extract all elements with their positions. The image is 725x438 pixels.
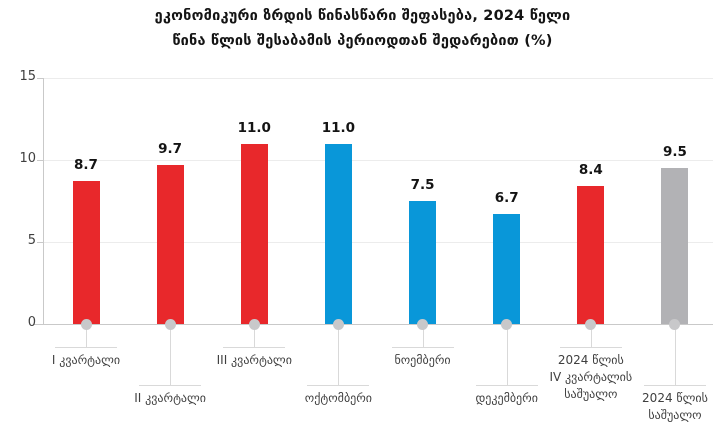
axis-dot: [332, 318, 344, 330]
x-axis-label: I კვარტალი: [11, 352, 161, 369]
x-axis-label-line: 2024 წლის: [642, 391, 708, 405]
axis-dot: [669, 318, 681, 330]
bar: [156, 164, 184, 324]
x-axis-label: ნოემბერი: [348, 352, 498, 369]
leader-line-horizontal: [223, 347, 286, 348]
x-axis-label: 2024 წლის საშუალო: [600, 390, 725, 424]
axis-dot: [501, 318, 513, 330]
leader-line-horizontal: [55, 347, 117, 348]
leader-line-horizontal: [643, 385, 706, 386]
leader-line-vertical: [338, 324, 340, 385]
x-axis-label-line: ნოემბერი: [394, 353, 451, 367]
leader-line-horizontal: [139, 385, 202, 386]
bar-value-label: 9.5: [663, 144, 687, 161]
bar: [577, 186, 605, 324]
bar: [324, 143, 352, 324]
bar-value-label: 8.7: [74, 157, 98, 174]
axis-dot: [248, 318, 260, 330]
x-axis-label-line: საშუალო: [564, 387, 618, 401]
x-axis-label-line: საშუალო: [648, 408, 702, 422]
x-axis-baseline: [34, 324, 713, 325]
y-axis-tick: [37, 78, 44, 79]
x-axis-label-line: 2024 წლის: [557, 353, 624, 367]
grid-line: [43, 160, 713, 161]
y-tick-label: 15: [19, 69, 36, 84]
x-axis-label: დეკემბერი: [432, 390, 582, 407]
x-axis-label-line: ოქტომბერი: [304, 391, 373, 405]
bar-value-label: 8.4: [578, 162, 603, 179]
leader-line-horizontal: [559, 347, 622, 348]
x-axis-label-line: II კვარტალი: [134, 391, 206, 405]
bar: [240, 143, 268, 324]
x-axis-label-line: I კვარტალი: [51, 353, 121, 367]
leader-line-vertical: [86, 324, 87, 347]
leader-line-vertical: [674, 324, 676, 385]
x-axis-label: III კვარტალი: [179, 352, 329, 369]
axis-dot: [164, 318, 176, 330]
leader-line-vertical: [254, 324, 256, 347]
leader-line-horizontal: [307, 385, 370, 386]
y-tick-label: 5: [27, 233, 36, 248]
y-tick-label: 0: [27, 315, 36, 330]
y-axis-tick: [37, 242, 44, 243]
y-axis-line: [43, 78, 44, 324]
leader-line-vertical: [590, 324, 592, 347]
bar-value-label: 7.5: [410, 177, 435, 193]
x-axis-label-line: IV კვარტალის: [549, 370, 633, 384]
axis-dot: [80, 318, 92, 330]
x-axis-label-line: დეკემბერი: [475, 391, 538, 405]
grid-line: [43, 78, 713, 79]
y-axis-tick: [37, 160, 44, 161]
bar: [409, 201, 437, 324]
bar: [493, 214, 521, 324]
leader-line-vertical: [422, 324, 424, 347]
bar-value-label: 11.0: [237, 119, 271, 136]
bar-value-label: 9.7: [158, 140, 183, 157]
chart-title: ეკონომიკური ზრდის წინასწარი შეფასება, 20…: [154, 8, 571, 24]
bar: [661, 168, 689, 324]
leader-line-horizontal: [475, 385, 538, 386]
axis-dot: [417, 318, 429, 330]
x-axis-label: ოქტომბერი: [263, 390, 413, 407]
grid-line: [43, 242, 713, 243]
x-axis-label-line: III კვარტალი: [216, 353, 292, 367]
leader-line-vertical: [170, 324, 172, 385]
x-axis-label: 2024 წლის IV კვარტალის საშუალო: [516, 352, 666, 403]
y-tick-label: 10: [19, 151, 36, 166]
bar: [72, 181, 100, 324]
leader-line-vertical: [506, 324, 508, 385]
leader-line-horizontal: [391, 347, 454, 348]
chart-subtitle: წინა წლის შესაბამის პერიოდთან შედარებით …: [172, 33, 553, 49]
axis-dot: [585, 318, 597, 330]
bar-value-label: 11.0: [321, 119, 356, 136]
x-axis-label: II კვარტალი: [95, 390, 245, 407]
bar-value-label: 6.7: [494, 190, 519, 207]
